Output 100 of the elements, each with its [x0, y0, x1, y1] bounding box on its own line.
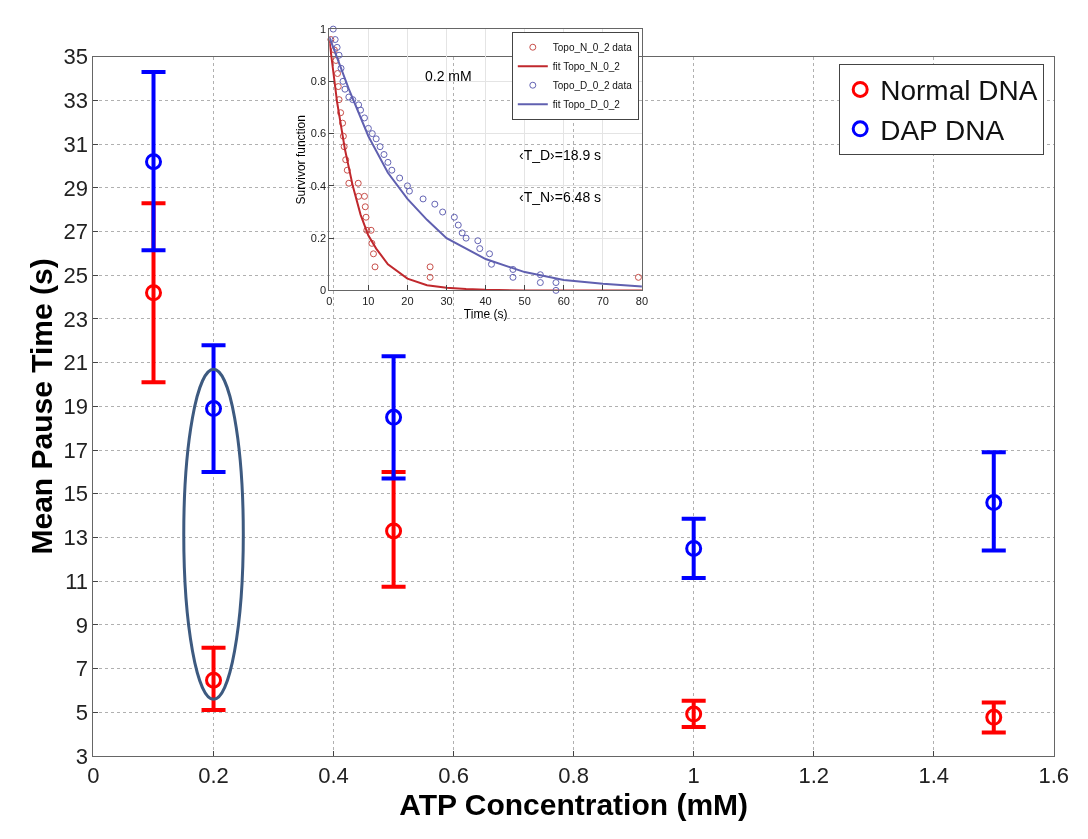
point — [341, 85, 349, 93]
y-tick-label: 31 — [63, 131, 89, 157]
y-tick-label: 17 — [63, 437, 89, 463]
y-tick-label: 21 — [63, 350, 89, 376]
point — [388, 166, 396, 174]
point — [509, 265, 517, 273]
point — [360, 114, 368, 122]
y-tick-label: 9 — [75, 612, 89, 638]
point — [685, 539, 703, 557]
x-tick-label: 1.2 — [798, 763, 830, 789]
point — [327, 36, 335, 44]
x-tick-label: 0.2 — [198, 763, 229, 789]
point — [985, 708, 1003, 726]
point — [334, 83, 342, 91]
point — [363, 226, 371, 234]
y-tick-label: 27 — [63, 219, 89, 245]
y-tick-label: 5 — [75, 699, 89, 725]
x-tick-label: 80 — [635, 294, 649, 307]
point — [372, 135, 380, 143]
point — [552, 286, 560, 294]
point — [364, 124, 372, 132]
point — [337, 64, 345, 72]
point — [458, 229, 466, 237]
y-tick-label: 23 — [63, 306, 89, 332]
point — [331, 36, 339, 44]
point — [335, 96, 343, 104]
point — [332, 56, 340, 64]
point — [385, 408, 403, 426]
x-axis-title: ATP Concentration (mM) — [399, 788, 749, 822]
point — [367, 226, 375, 234]
y-tick-label: 25 — [63, 262, 89, 288]
legend-label: Normal DNA — [880, 75, 1038, 107]
point — [145, 284, 163, 302]
point — [396, 174, 404, 182]
x-tick-label: 0.8 — [558, 763, 589, 789]
x-tick-label: 1.6 — [1038, 763, 1070, 789]
point — [536, 271, 544, 279]
y-tick-label: 0.8 — [310, 75, 327, 88]
point — [474, 237, 482, 245]
point — [439, 208, 447, 216]
y-tick-label: 11 — [65, 568, 89, 594]
legend-label: fit Topo_D_0_2 — [552, 99, 621, 111]
point — [509, 273, 517, 281]
point — [985, 494, 1003, 512]
y-axis-title: Mean Pause Time (s) — [24, 258, 58, 555]
point — [362, 213, 370, 221]
point — [343, 166, 351, 174]
y-tick-label: 0.4 — [310, 179, 327, 192]
y-tick-label: 13 — [63, 525, 89, 551]
x-tick-label: 40 — [479, 294, 492, 307]
point — [145, 153, 163, 171]
x-tick-label: 1.4 — [918, 763, 950, 789]
legend-label: fit Topo_N_0_2 — [552, 61, 621, 73]
point — [349, 96, 357, 104]
point — [384, 158, 392, 166]
point — [431, 200, 439, 208]
x-tick-label: 50 — [518, 294, 531, 307]
point — [345, 93, 353, 101]
point — [205, 400, 223, 418]
point — [685, 705, 703, 723]
legend-label: DAP DNA — [880, 114, 1005, 146]
point — [339, 119, 347, 127]
point — [405, 187, 413, 195]
y-tick-label: 0.6 — [310, 127, 327, 140]
y-tick-label: 0.2 — [310, 231, 327, 244]
point — [476, 245, 484, 253]
annotation: ‹T_N›=6.48 s — [519, 189, 602, 205]
point — [368, 239, 376, 247]
point — [368, 130, 376, 138]
y-tick-label: 7 — [75, 656, 89, 682]
x-tick-label: 60 — [557, 294, 570, 307]
annotation: 0.2 mM — [425, 68, 472, 84]
point — [355, 192, 363, 200]
y-tick-label: 0 — [319, 284, 327, 297]
point — [340, 143, 348, 151]
point — [552, 279, 560, 287]
point — [454, 221, 462, 229]
point — [371, 263, 379, 271]
x-tick-label: 30 — [440, 294, 453, 307]
legend-label: Topo_D_0_2 data — [552, 80, 633, 92]
y-tick-label: 35 — [63, 44, 89, 70]
point — [339, 77, 347, 85]
point — [345, 179, 353, 187]
point — [536, 279, 544, 287]
point — [337, 109, 345, 117]
point — [385, 522, 403, 540]
x-tick-label: 1 — [687, 763, 700, 789]
point — [329, 25, 337, 33]
point — [335, 51, 343, 59]
point — [487, 260, 495, 268]
y-tick-label: 1 — [319, 22, 327, 35]
point — [426, 263, 434, 271]
point — [462, 234, 470, 242]
y-tick-label: 3 — [75, 743, 89, 769]
point — [205, 671, 223, 689]
x-tick-label: 0.6 — [438, 763, 469, 789]
point — [380, 151, 388, 159]
x-tick-label: 20 — [401, 294, 414, 307]
point — [354, 179, 362, 187]
point — [634, 273, 642, 281]
